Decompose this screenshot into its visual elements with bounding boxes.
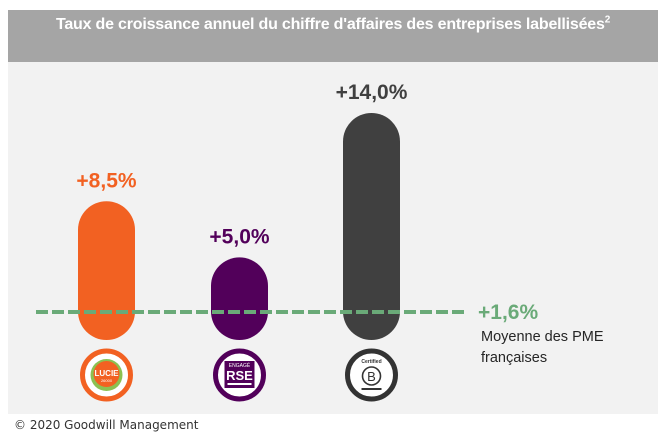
rse-logo-text: RSE (226, 368, 253, 383)
value-label-3: +14,0% (336, 81, 408, 104)
value-label-1: +8,5% (76, 169, 136, 192)
bars-layer (78, 113, 400, 340)
lucie-logo-text: LUCIE (95, 369, 120, 378)
reference-line-description: Moyenne des PME françaises (481, 327, 604, 369)
chart-title: Taux de croissance annuel du chiffre d'a… (8, 10, 658, 62)
reference-description-line-2: françaises (481, 350, 548, 366)
value-label-2: +5,0% (209, 225, 269, 248)
copyright-footer: © 2020 Goodwill Management (14, 418, 199, 432)
rse-logo-bar (227, 383, 252, 385)
chart-title-text: Taux de croissance annuel du chiffre d'a… (55, 16, 605, 33)
bar-2 (211, 257, 268, 340)
bar-3 (343, 113, 400, 340)
rse-logo-subtext: ENGAGÉ (229, 362, 251, 369)
bcorp-logo-bar (361, 388, 382, 390)
reference-line-layer: +1,6% (36, 301, 538, 324)
reference-line-label: +1,6% (478, 301, 538, 324)
lucie-logo-subtext: 26000 (101, 378, 113, 383)
b-corp-logo-icon-ring (345, 348, 398, 402)
bcorp-logo-text: B (367, 369, 376, 384)
bcorp-logo-subtext: Certified (361, 359, 381, 365)
lucie-inner-disc (93, 361, 120, 387)
bcorp-inner-circle (361, 366, 382, 386)
chart-title-footnote: 2 (604, 14, 611, 26)
bar-1 (78, 201, 135, 340)
value-labels-layer: +8,5% +5,0% +14,0% (76, 81, 407, 248)
b-corp-logo-icon: Certified B (345, 348, 398, 402)
reference-description-line-1: Moyenne des PME (481, 329, 604, 345)
